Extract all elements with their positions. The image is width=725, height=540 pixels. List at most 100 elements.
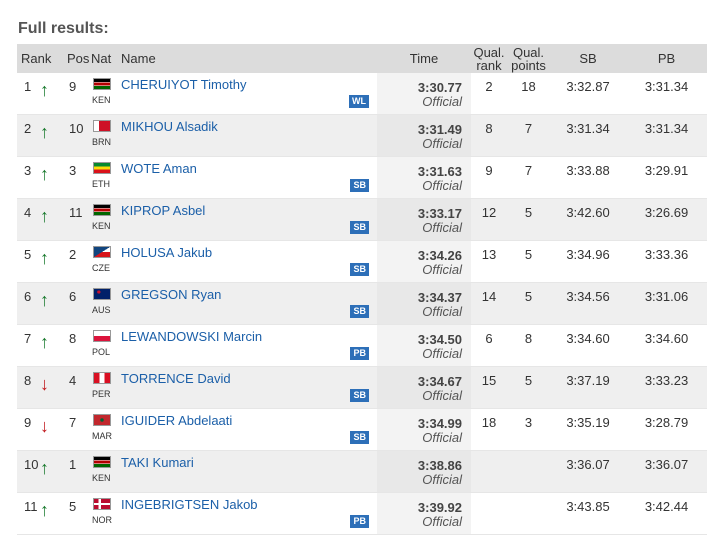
header-pb[interactable]: PB [657, 51, 676, 66]
qual-points-value: 5 [524, 373, 533, 388]
status-text: Official [422, 304, 462, 319]
qual-points-value: 5 [524, 247, 533, 262]
table-row: 4 ↑ 11 KEN KIPROP Asbel SB 3:33.17 Official 12 5 3… [17, 199, 707, 241]
name-cell: HOLUSA Jakub SB [117, 241, 377, 282]
arrow-up-icon: ↑ [40, 500, 49, 520]
status-text: Official [422, 514, 462, 529]
name-cell: GREGSON Ryan SB [117, 283, 377, 324]
qual-rank-cell: 12 [471, 199, 507, 240]
pb-value: 3:26.69 [644, 205, 689, 220]
athlete-name-link[interactable]: TORRENCE David [121, 371, 231, 386]
athlete-name-link[interactable]: IGUIDER Abdelaati [121, 413, 233, 428]
athlete-name-link[interactable]: GREGSON Ryan [121, 287, 222, 302]
rank-value: 3 [24, 163, 32, 178]
qual-points-cell: 8 [507, 325, 550, 366]
qual-rank-cell: 13 [471, 241, 507, 282]
nat-cell: KEN [89, 199, 117, 240]
header-qual-points[interactable]: Qual. points [507, 44, 550, 73]
sb-value: 3:32.87 [566, 79, 610, 94]
pb-value: 3:31.34 [644, 79, 689, 94]
nat-cell: AUS [89, 283, 117, 324]
pos-value: 11 [69, 205, 83, 220]
time-cell: 3:31.49 Official [377, 115, 471, 156]
rank-value: 6 [24, 289, 32, 304]
sb-cell: 3:34.96 [550, 241, 626, 282]
time-value: 3:34.26 [417, 248, 462, 263]
header-sb[interactable]: SB [579, 51, 597, 66]
header-nat[interactable]: Nat [91, 51, 112, 66]
results-table: Rank Pos Nat Name Time Qual. rank Qual. po… [17, 44, 707, 535]
rank-value: 9 [24, 415, 32, 430]
rank-cell: 2 ↑ [17, 115, 65, 156]
qual-rank-value: 13 [481, 247, 497, 262]
athlete-name-link[interactable]: INGEBRIGTSEN Jakob [121, 497, 258, 512]
sb-cell: 3:37.19 [550, 367, 626, 408]
rank-value: 11 [24, 499, 38, 514]
table-row: 11 ↑ 5 NOR INGEBRIGTSEN Jakob PB 3:39.92 Offici… [17, 493, 707, 535]
pb-cell: 3:33.23 [626, 367, 707, 408]
sb-cell: 3:43.85 [550, 493, 626, 534]
athlete-name-link[interactable]: WOTE Aman [121, 161, 197, 176]
arrow-up-icon: ↑ [40, 332, 49, 352]
name-cell: TORRENCE David SB [117, 367, 377, 408]
rank-cell: 1 ↑ [17, 73, 65, 114]
qual-points-value: 8 [524, 331, 533, 346]
name-cell: INGEBRIGTSEN Jakob PB [117, 493, 377, 534]
athlete-name-link[interactable]: HOLUSA Jakub [121, 245, 213, 260]
rank-value: 2 [24, 121, 32, 136]
qual-rank-cell: 14 [471, 283, 507, 324]
sb-value: 3:35.19 [566, 415, 610, 430]
flag-icon [93, 456, 111, 468]
nat-cell: POL [89, 325, 117, 366]
pos-value: 9 [69, 79, 77, 94]
qual-rank-cell [471, 451, 507, 492]
athlete-name-link[interactable]: TAKI Kumari [121, 455, 194, 470]
sb-value: 3:37.19 [566, 373, 610, 388]
record-badge: SB [350, 389, 369, 402]
status-text: Official [422, 430, 462, 445]
athlete-name-link[interactable]: MIKHOU Alsadik [121, 119, 218, 134]
nat-cell: MAR [89, 409, 117, 450]
header-qual-rank[interactable]: Qual. rank [471, 44, 507, 73]
pos-value: 2 [69, 247, 77, 262]
name-cell: CHERUIYOT Timothy WL [117, 73, 377, 114]
time-cell: 3:34.50 Official [377, 325, 471, 366]
header-name[interactable]: Name [121, 51, 156, 66]
pos-cell: 10 [65, 115, 89, 156]
qual-rank-value: 18 [481, 415, 497, 430]
qual-rank-value: 12 [481, 205, 497, 220]
rank-value: 10 [24, 457, 39, 472]
nat-cell: KEN [89, 73, 117, 114]
nat-code: CZE [92, 263, 110, 273]
sb-value: 3:34.60 [566, 331, 610, 346]
qual-points-cell [507, 451, 550, 492]
sb-value: 3:33.88 [566, 163, 610, 178]
pb-value: 3:31.34 [644, 121, 689, 136]
sb-cell: 3:31.34 [550, 115, 626, 156]
record-badge: WL [349, 95, 369, 108]
qual-points-cell: 7 [507, 115, 550, 156]
athlete-name-link[interactable]: KIPROP Asbel [121, 203, 206, 218]
header-time[interactable]: Time [409, 51, 439, 66]
rank-value: 1 [24, 79, 32, 94]
table-row: 3 ↑ 3 ETH WOTE Aman SB 3:31.63 Official 9 7 3:33.8… [17, 157, 707, 199]
sb-value: 3:36.07 [566, 457, 610, 472]
pos-value: 1 [69, 457, 77, 472]
name-cell: MIKHOU Alsadik [117, 115, 377, 156]
record-badge: SB [350, 221, 369, 234]
flag-icon [93, 120, 111, 132]
nat-cell: KEN [89, 451, 117, 492]
qual-rank-cell: 6 [471, 325, 507, 366]
header-pos[interactable]: Pos [67, 51, 90, 66]
athlete-name-link[interactable]: LEWANDOWSKI Marcin [121, 329, 263, 344]
header-rank[interactable]: Rank [21, 51, 52, 66]
nat-code: MAR [92, 431, 112, 441]
athlete-name-link[interactable]: CHERUIYOT Timothy [121, 77, 247, 92]
rank-cell: 10 ↑ [17, 451, 65, 492]
rank-value: 5 [24, 247, 32, 262]
pos-value: 6 [69, 289, 77, 304]
time-value: 3:30.77 [417, 80, 462, 95]
nat-code: POL [92, 347, 111, 357]
arrow-up-icon: ↑ [40, 290, 49, 310]
pb-value: 3:42.44 [644, 499, 689, 514]
